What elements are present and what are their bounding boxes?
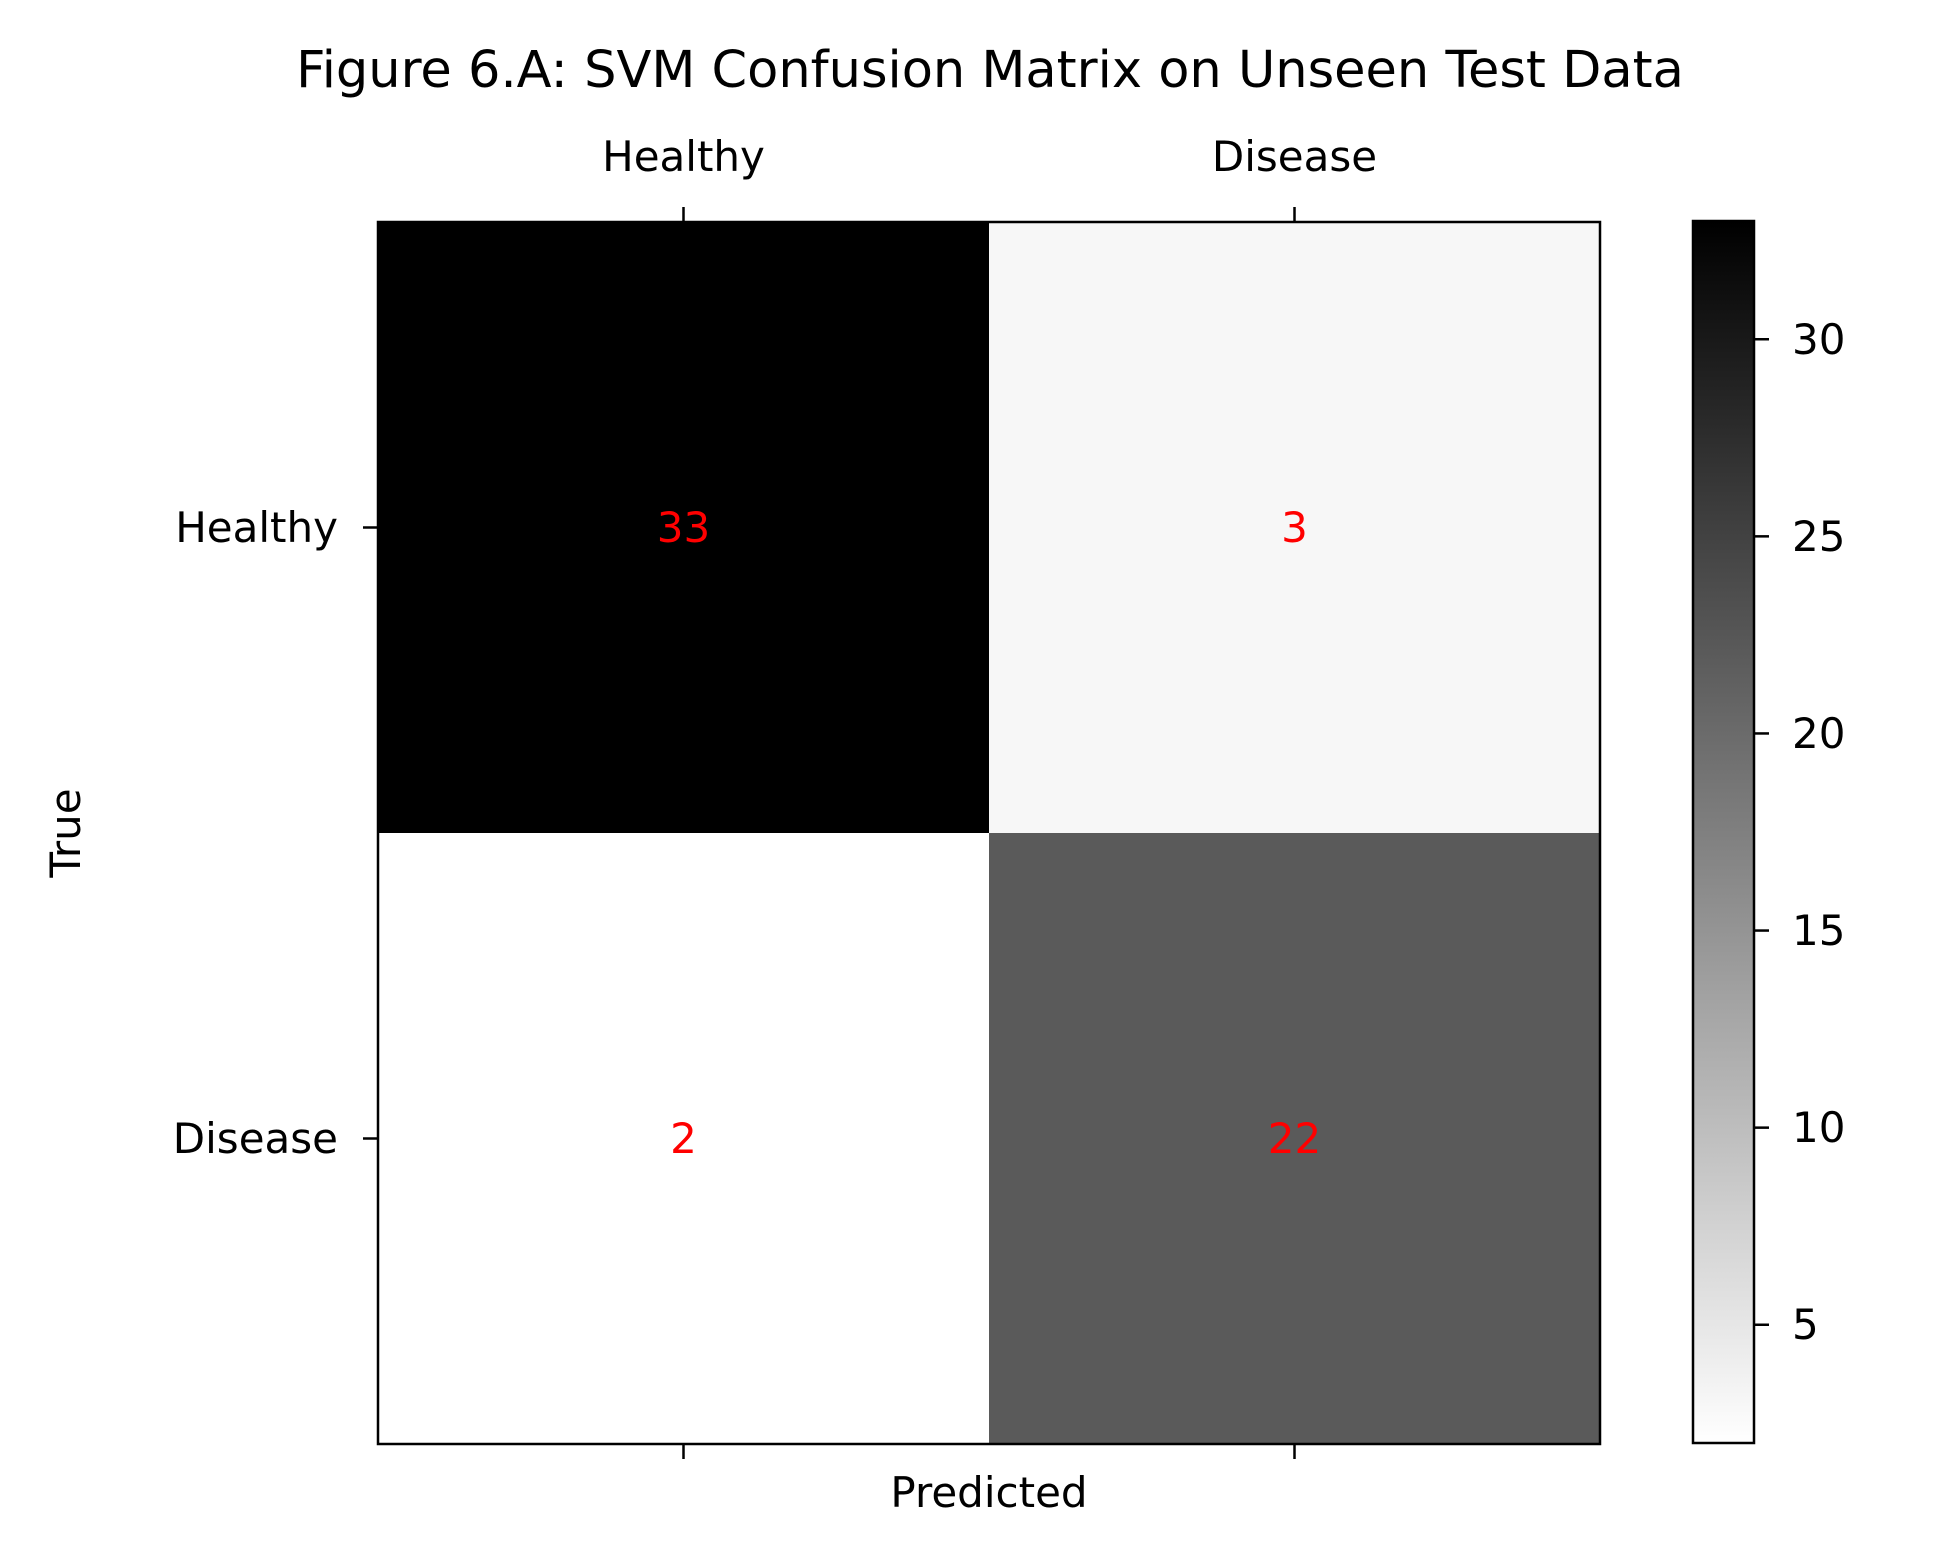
colorbar xyxy=(1691,219,1756,1445)
heatmap-cell-0-1 xyxy=(989,222,1600,833)
colorbar-tick-label-5: 30 xyxy=(1792,315,1845,364)
x-tick-label-0: Healthy xyxy=(602,132,765,181)
x-axis-label: Predicted xyxy=(890,1468,1087,1517)
colorbar-tick-label-1: 10 xyxy=(1792,1103,1845,1152)
colorbar-ticks: 5 10 15 20 25 30 xyxy=(1754,315,1845,1349)
cell-value-1-0: 2 xyxy=(670,1114,697,1163)
x-axis-ticks: Healthy Disease xyxy=(602,132,1377,1459)
y-tick-label-0: Healthy xyxy=(175,503,338,552)
heatmap-cell-1-0 xyxy=(378,833,989,1444)
colorbar-tick-label-0: 5 xyxy=(1792,1300,1819,1349)
heatmap-cells xyxy=(378,222,1600,1444)
heatmap-cell-0-0 xyxy=(378,222,989,833)
heatmap-cell-labels: 33 32 22 xyxy=(657,503,1321,1163)
y-tick-label-1: Disease xyxy=(173,1114,338,1163)
cell-value-0-1: 3 xyxy=(1281,503,1308,552)
chart-title: Figure 6.A: SVM Confusion Matrix on Unse… xyxy=(296,41,1684,100)
colorbar-tick-label-4: 25 xyxy=(1792,512,1845,561)
y-axis-label: True xyxy=(41,788,90,878)
heatmap-cell-1-1 xyxy=(989,833,1600,1444)
colorbar-tick-label-2: 15 xyxy=(1792,906,1845,955)
plot-frame xyxy=(376,220,1602,1446)
cell-value-1-1: 22 xyxy=(1268,1114,1321,1163)
cell-value-0-0: 33 xyxy=(657,503,710,552)
colorbar-tick-label-3: 20 xyxy=(1792,709,1845,758)
x-tick-label-1: Disease xyxy=(1212,132,1377,181)
y-axis-ticks: Healthy Disease xyxy=(173,503,378,1163)
